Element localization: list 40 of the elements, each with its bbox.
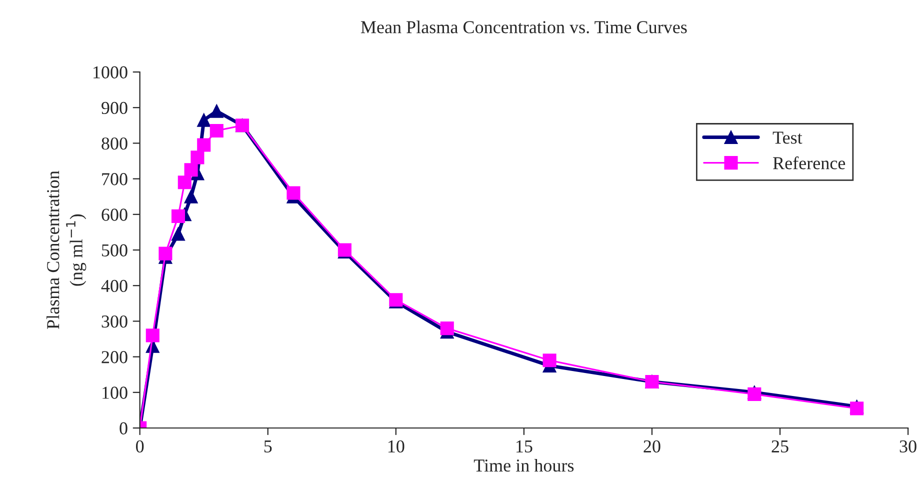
y-tick-label: 100 bbox=[102, 386, 128, 399]
y-tick-label: 900 bbox=[102, 102, 128, 114]
point bbox=[197, 138, 211, 152]
point bbox=[158, 246, 172, 260]
point bbox=[190, 150, 204, 164]
y-tick-label: 300 bbox=[102, 315, 128, 328]
point bbox=[184, 190, 198, 204]
legend-label: Test bbox=[772, 132, 802, 144]
point bbox=[210, 104, 224, 118]
y-tick-label: 700 bbox=[102, 173, 128, 186]
x-tick-label: 25 bbox=[772, 440, 788, 453]
point bbox=[171, 227, 186, 241]
x-tick-label: 5 bbox=[264, 440, 272, 453]
x-tick-label: 20 bbox=[644, 440, 660, 453]
x-tick-label: 15 bbox=[516, 440, 532, 453]
x-tick-label: 0 bbox=[136, 440, 144, 453]
y-tick-label: 0 bbox=[120, 422, 128, 434]
y-tick-label: 200 bbox=[102, 351, 128, 364]
point bbox=[178, 176, 192, 190]
point bbox=[748, 387, 762, 401]
y-tick-label: 1000 bbox=[94, 66, 128, 78]
chart-title: Mean Plasma Concentration vs. Time Curves bbox=[360, 20, 687, 34]
point bbox=[197, 113, 211, 127]
point bbox=[850, 402, 864, 416]
y-tick-label: 500 bbox=[102, 244, 128, 256]
point bbox=[171, 209, 186, 223]
legend-label: Reference bbox=[773, 156, 846, 170]
point bbox=[184, 163, 198, 177]
point bbox=[542, 354, 556, 368]
y-axis-title: Plasma Concentration (ng ml$^{−1}$) bbox=[46, 170, 86, 329]
y-tick-label: 600 bbox=[102, 208, 128, 221]
y-tick-label: 800 bbox=[102, 137, 128, 150]
point bbox=[210, 124, 224, 138]
x-tick-label: 10 bbox=[388, 440, 404, 453]
point bbox=[440, 322, 454, 336]
point bbox=[146, 328, 160, 342]
point bbox=[286, 186, 300, 200]
x-tick-label: 30 bbox=[900, 440, 916, 453]
y-tick-label: 400 bbox=[101, 280, 128, 292]
x-axis-title: Time in hours bbox=[474, 458, 574, 472]
